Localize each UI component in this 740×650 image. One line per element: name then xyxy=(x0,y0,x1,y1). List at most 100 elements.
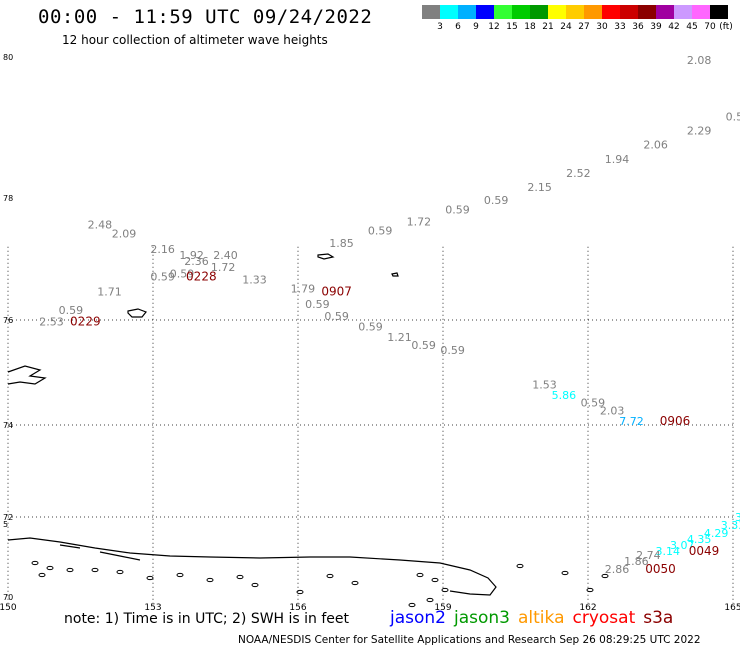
wave-height-label: 2.29 xyxy=(687,125,712,138)
scale-swatch xyxy=(548,5,566,19)
pass-time-label: 0049 xyxy=(689,544,720,558)
island-shape xyxy=(326,573,334,579)
lon-tick-label: 156 xyxy=(289,603,306,613)
pass-time-label: 0907 xyxy=(321,285,352,299)
wave-height-label: 3.07 xyxy=(670,539,695,552)
lon-tick-label: 159 xyxy=(434,603,451,613)
scale-swatch xyxy=(440,5,458,19)
lon-tick-label: 165 xyxy=(724,603,740,613)
wave-height-label: 2.08 xyxy=(687,54,712,67)
map-subtitle: 12 hour collection of altimeter wave hei… xyxy=(62,33,328,47)
lat-tick-label: 5 xyxy=(3,520,8,529)
coastline-segment xyxy=(391,272,399,277)
lat-tick-label: 80 xyxy=(3,53,13,62)
coastline-segment xyxy=(7,537,497,596)
island-shape xyxy=(408,602,416,608)
coastline xyxy=(7,253,609,608)
wave-height-label: 2.53 xyxy=(39,315,64,328)
island-shape xyxy=(601,573,609,579)
scale-label: 36 xyxy=(632,22,644,32)
island-shape xyxy=(516,563,524,569)
scale-swatch xyxy=(422,5,440,19)
wave-height-label: 2.86 xyxy=(605,563,630,576)
scale-label: 45 xyxy=(686,22,698,32)
island-shape xyxy=(561,570,569,576)
wave-height-label: 0.59 xyxy=(59,304,84,317)
scale-swatch xyxy=(476,5,494,19)
pass-time-label: 0228 xyxy=(186,269,217,283)
scale-label: 39 xyxy=(650,22,662,32)
island-shape xyxy=(296,589,304,595)
lat-tick-label: 72 xyxy=(3,513,13,522)
wave-height-label: 3. xyxy=(735,511,740,524)
scale-label: 70 xyxy=(704,22,716,32)
scale-label: 27 xyxy=(578,22,590,32)
scale-swatch xyxy=(692,5,710,19)
wave-height-label: 0.59 xyxy=(368,225,393,238)
wave-height-label: 2.74 xyxy=(636,549,661,562)
axis-labels: 150 153 156 159 162 165 80 78 76 74 72 70 5 xyxy=(0,53,740,613)
footer-note: note: 1) Time is in UTC; 2) SWH is in fe… xyxy=(64,611,350,627)
island-shape xyxy=(116,569,124,575)
wave-height-label: 2.16 xyxy=(150,243,175,256)
wave-height-label: 2.48 xyxy=(88,219,113,232)
wave-height-label: 1.21 xyxy=(387,331,412,344)
scale-swatch xyxy=(638,5,656,19)
island-shape xyxy=(441,587,449,593)
pass-time-label: 0229 xyxy=(70,314,101,328)
lon-tick-label: 150 xyxy=(0,603,17,613)
wave-height-label: 2.09 xyxy=(112,228,137,241)
scale-swatch xyxy=(494,5,512,19)
scale-label: 9 xyxy=(473,22,479,32)
wave-height-label: 0.59 xyxy=(324,310,349,323)
wave-height-label: 3.33 xyxy=(721,519,740,532)
wave-height-label: 3.14 xyxy=(656,545,681,558)
island-shape xyxy=(416,572,424,578)
scale-label: 21 xyxy=(542,22,554,32)
satellite-jason3: jason3 xyxy=(454,608,510,628)
island-shape xyxy=(31,560,39,566)
wave-height-label: 2.03 xyxy=(600,405,625,418)
lat-tick-label: 76 xyxy=(3,316,13,325)
scale-swatch xyxy=(656,5,674,19)
wave-height-label: 1.72 xyxy=(407,215,432,228)
wave-height-label: 0.59 xyxy=(484,194,509,207)
wave-height-label: 0.59 xyxy=(150,270,175,283)
island-shape xyxy=(66,567,74,573)
lat-tick-label: 70 xyxy=(3,593,13,602)
satellite-jason2: jason2 xyxy=(390,608,446,628)
wave-height-label: 5.86 xyxy=(552,389,577,402)
wave-height-label: 4.35 xyxy=(687,533,712,546)
coastline-segment xyxy=(127,308,147,318)
island-shape xyxy=(236,574,244,580)
scale-swatch xyxy=(566,5,584,19)
scale-swatch xyxy=(674,5,692,19)
pass-time-label: 0050 xyxy=(645,562,676,576)
scale-label: 18 xyxy=(524,22,536,32)
wave-height-labels: 2.081.170.5907272.610.592.292.061.942.52… xyxy=(39,54,740,576)
graticule-grid xyxy=(7,246,734,603)
scale-swatch xyxy=(602,5,620,19)
wave-height-label: 0.59 xyxy=(411,339,436,352)
island-shape xyxy=(431,577,439,583)
scale-label: 30 xyxy=(596,22,608,32)
lon-tick-label: 153 xyxy=(144,603,161,613)
wave-height-label: 0.59 xyxy=(305,298,330,311)
wave-height-label: 1.94 xyxy=(605,153,630,166)
scale-swatch xyxy=(584,5,602,19)
wave-height-label: 0.59 xyxy=(581,397,606,410)
wave-height-label: 1.33 xyxy=(242,273,267,286)
scale-label: 3 xyxy=(437,22,443,32)
wave-height-label: 0.59 xyxy=(440,344,465,357)
satellite-s3a: s3a xyxy=(643,608,674,628)
coastline-segment xyxy=(317,253,335,260)
island-shape xyxy=(176,572,184,578)
island-shape xyxy=(426,597,434,603)
scale-label: 33 xyxy=(614,22,626,32)
wave-height-label: 1.53 xyxy=(532,378,557,391)
wave-height-label: 0.59 xyxy=(445,203,470,216)
coastline-segment xyxy=(7,365,47,385)
island-shape xyxy=(91,567,99,573)
lat-tick-label: 74 xyxy=(3,421,13,430)
